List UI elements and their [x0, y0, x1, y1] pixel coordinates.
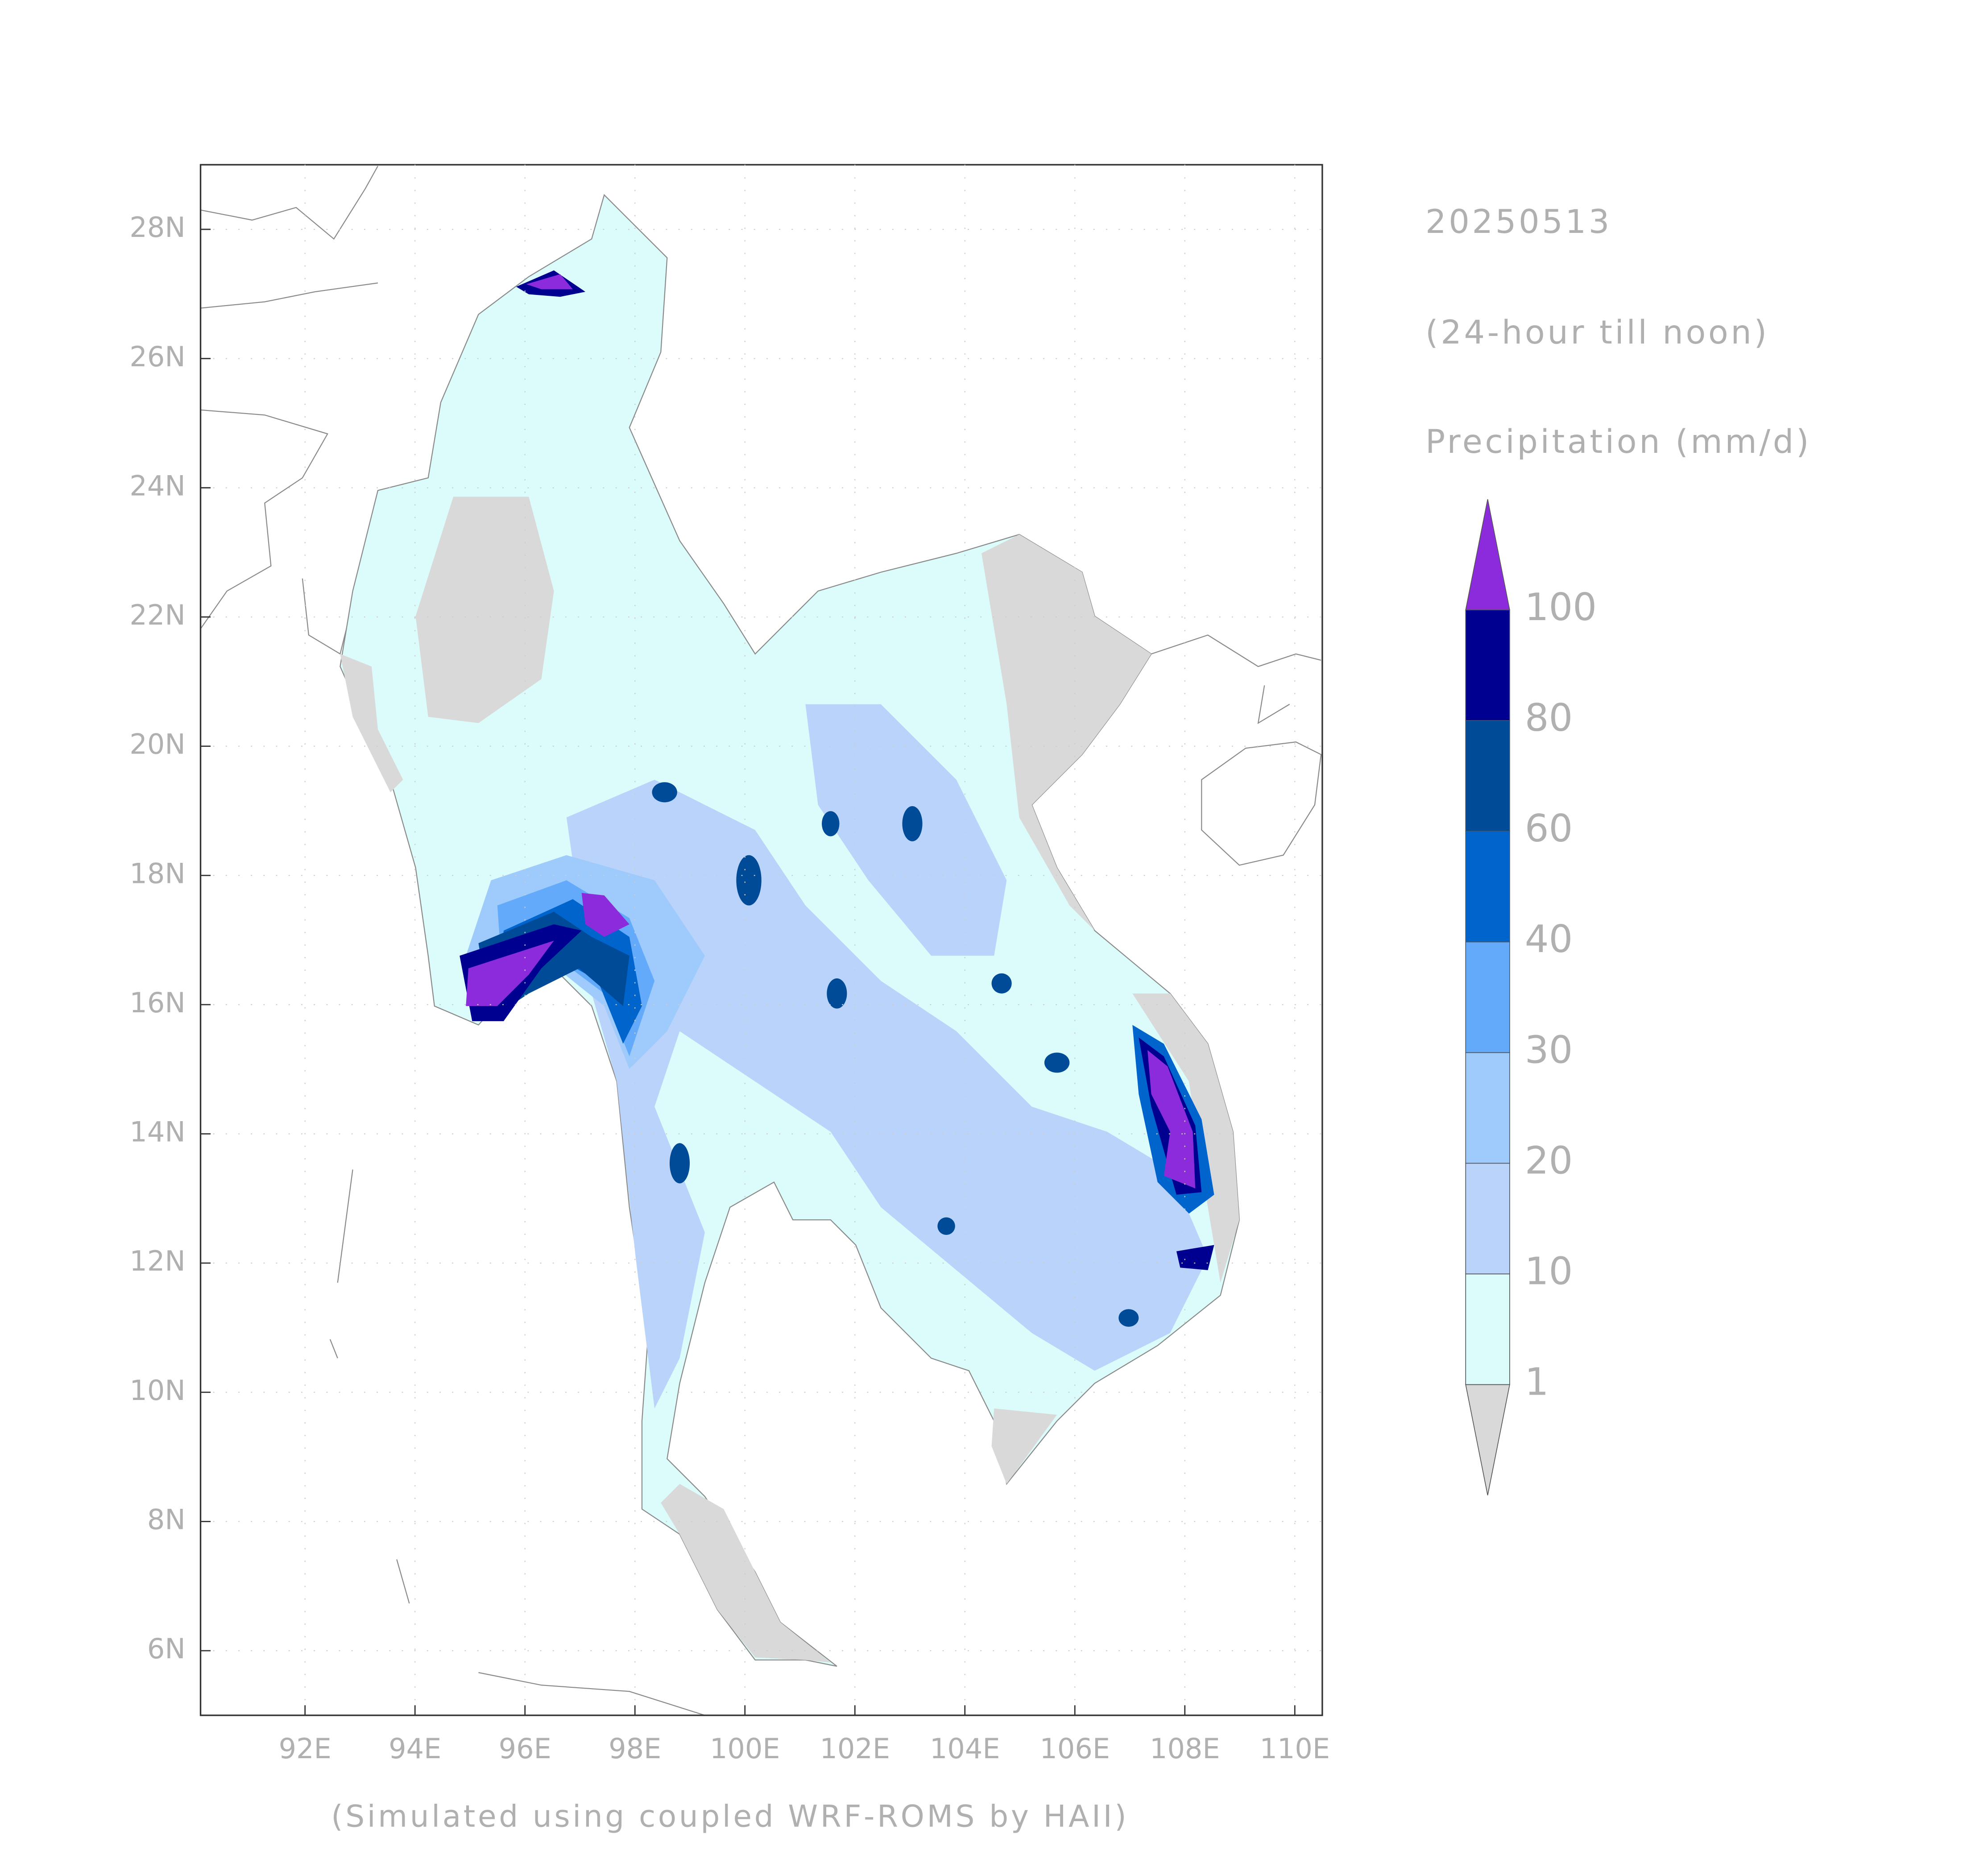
rain-cell [1044, 1052, 1070, 1073]
y-tick-label: 16N [129, 986, 185, 1019]
date-title: 20250513 [1425, 203, 1612, 241]
colorbar-label: 40 [1525, 917, 1573, 961]
colorbar-label: 100 [1525, 585, 1597, 629]
coastline [1151, 634, 1321, 725]
dry-area [340, 654, 403, 792]
dry-area [661, 1484, 831, 1663]
colorbar-band [1465, 1273, 1510, 1385]
coastline [200, 166, 379, 655]
rain-over-100 [581, 893, 629, 937]
x-tick-label: 110E [1260, 1732, 1330, 1765]
colorbar-band [1465, 1163, 1510, 1275]
rain-cell [669, 1143, 690, 1184]
colorbar-over [1465, 499, 1510, 610]
y-tick-label: 20N [129, 728, 185, 761]
rain-cell [827, 978, 847, 1009]
colorbar-band [1465, 609, 1510, 721]
plot-frame [199, 164, 1323, 1716]
y-tick-label: 10N [129, 1374, 185, 1407]
map-layer [200, 166, 1322, 1716]
colorbar-label: 60 [1525, 807, 1573, 850]
rain-cells [652, 782, 1139, 1327]
y-tick-label: 24N [129, 469, 185, 502]
colorbar-label: 30 [1525, 1028, 1573, 1072]
rain-cell [902, 806, 923, 841]
dry-area [415, 497, 554, 723]
y-tick-label: 6N [147, 1632, 186, 1665]
dry-area [1132, 993, 1239, 1283]
footer: (Simulated using coupled WRF-ROMS by HAI… [331, 1799, 1129, 1834]
colorbar-label: 1 [1525, 1360, 1549, 1404]
rain-cell [822, 811, 840, 837]
x-tick-label: 104E [930, 1732, 1000, 1765]
x-tick-label: 98E [609, 1732, 661, 1765]
dry-area [991, 1408, 1057, 1484]
rain-cell [937, 1217, 955, 1235]
rain-10-20 [566, 779, 1208, 1409]
x-tick-label: 94E [389, 1732, 441, 1765]
colorbar-title: Precipitation (mm/d) [1425, 423, 1811, 461]
y-tick-label: 18N [129, 857, 185, 890]
colorbar-label: 80 [1525, 696, 1573, 740]
colorbar-band [1465, 831, 1510, 943]
rain-cell [991, 973, 1012, 994]
y-tick-label: 14N [129, 1116, 185, 1148]
rain-over-100 [466, 940, 554, 1006]
x-tick-label: 106E [1039, 1732, 1110, 1765]
colorbar-label: 20 [1525, 1139, 1573, 1182]
x-tick-label: 108E [1150, 1732, 1220, 1765]
rain-over-100 [1147, 1050, 1196, 1189]
coastline [329, 1169, 705, 1716]
colorbar-band [1465, 1052, 1510, 1164]
y-tick-label: 28N [129, 211, 185, 244]
x-tick-label: 96E [499, 1732, 551, 1765]
rain-cell [736, 855, 762, 906]
rain-cell [652, 782, 677, 803]
y-tick-label: 22N [129, 599, 185, 631]
y-tick-label: 12N [129, 1245, 185, 1277]
y-tick-label: 26N [129, 340, 185, 373]
colorbar-band [1465, 720, 1510, 832]
rain-cell [1118, 1309, 1139, 1327]
y-tick-label: 8N [147, 1503, 186, 1536]
colorbar-label: 10 [1525, 1249, 1573, 1293]
dry-area [981, 534, 1151, 931]
x-tick-label: 92E [279, 1732, 331, 1765]
colorbar-band [1465, 941, 1510, 1053]
rain-80-100 [1176, 1245, 1214, 1270]
x-tick-label: 100E [710, 1732, 780, 1765]
coastline [1201, 741, 1322, 866]
x-tick-label: 102E [820, 1732, 890, 1765]
subtitle: (24-hour till noon) [1425, 314, 1769, 352]
rain-over-100 [526, 274, 573, 290]
